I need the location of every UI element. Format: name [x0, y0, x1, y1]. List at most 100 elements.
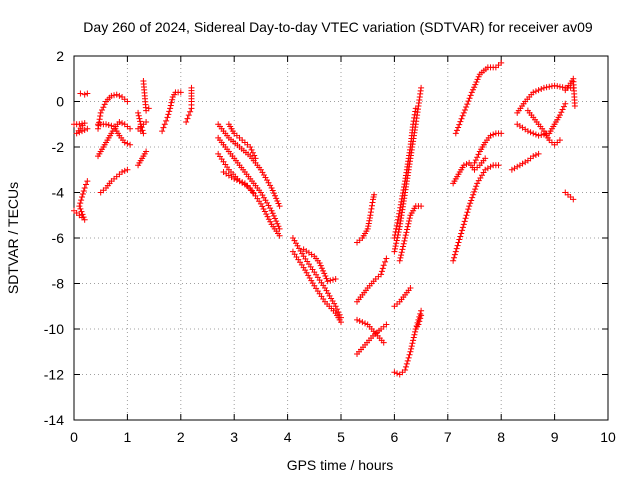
data-point	[116, 92, 123, 99]
data-point	[468, 197, 475, 204]
data-point	[124, 140, 131, 147]
data-point	[490, 131, 497, 138]
data-point	[411, 114, 418, 121]
data-point	[394, 216, 401, 223]
data-point	[453, 245, 460, 252]
data-point	[270, 190, 277, 197]
data-point	[393, 240, 400, 247]
data-point	[498, 130, 505, 137]
series-arc-04	[95, 91, 131, 132]
data-point	[460, 109, 467, 116]
chart-title: Day 260 of 2024, Sidereal Day-to-day VTE…	[83, 19, 593, 35]
data-point	[268, 184, 275, 191]
data-point	[464, 101, 471, 108]
data-point	[121, 167, 128, 174]
data-point	[467, 200, 474, 207]
data-point	[327, 277, 334, 284]
data-point	[498, 59, 505, 66]
data-point	[397, 254, 404, 261]
data-point	[187, 108, 194, 115]
data-point	[316, 260, 323, 267]
data-point	[562, 100, 569, 107]
series-arc-12	[183, 84, 195, 125]
data-point	[463, 212, 470, 219]
data-point	[73, 130, 80, 137]
data-point	[323, 275, 330, 282]
data-point	[404, 357, 411, 364]
data-point	[453, 127, 460, 134]
data-point	[471, 188, 478, 195]
data-point	[274, 197, 281, 204]
data-point	[456, 236, 463, 243]
data-point	[482, 155, 489, 162]
data-point	[468, 89, 475, 96]
series-arc-08	[135, 148, 150, 169]
data-point	[411, 111, 418, 118]
data-point	[138, 124, 145, 131]
data-point	[474, 154, 481, 161]
data-point	[84, 125, 91, 132]
data-point	[410, 337, 417, 344]
series-arc-06	[95, 121, 134, 148]
data-point	[335, 308, 342, 315]
data-point	[392, 243, 399, 250]
data-point	[418, 84, 425, 91]
x-tick-label: 5	[337, 429, 345, 445]
data-point	[401, 184, 408, 191]
y-tick-label: 2	[56, 48, 64, 64]
data-point	[396, 257, 403, 264]
x-tick-label: 0	[70, 429, 78, 445]
data-point	[393, 225, 400, 232]
data-point	[459, 112, 466, 119]
data-point	[367, 209, 374, 216]
data-point	[99, 107, 106, 114]
series-arc-11	[159, 89, 184, 135]
data-point	[469, 86, 476, 93]
y-tick-label: -6	[52, 230, 65, 246]
data-point	[530, 130, 537, 137]
data-point	[402, 363, 409, 370]
data-point	[321, 270, 328, 277]
data-point	[396, 210, 403, 217]
data-point	[460, 162, 467, 169]
data-point	[143, 148, 150, 155]
data-point	[391, 369, 398, 376]
data-point	[368, 202, 375, 209]
data-point	[455, 239, 462, 246]
series-arc-07	[97, 166, 131, 196]
data-point	[145, 105, 152, 112]
data-point	[247, 144, 254, 150]
data-point	[81, 91, 88, 98]
data-point	[81, 126, 88, 133]
data-point	[276, 203, 283, 210]
data-point	[113, 91, 120, 98]
data-point	[249, 149, 256, 156]
data-point	[371, 191, 378, 198]
data-point	[168, 99, 175, 106]
data-point	[401, 181, 408, 188]
data-point	[463, 104, 470, 111]
data-point	[366, 214, 373, 221]
series-arc-09	[135, 109, 150, 137]
data-point	[535, 150, 542, 157]
series-arc-01	[71, 178, 91, 223]
data-point	[396, 207, 403, 214]
x-axis-label: GPS time / hours	[287, 457, 394, 473]
data-point	[332, 303, 339, 310]
data-point	[556, 83, 563, 90]
data-point	[273, 195, 280, 202]
data-point	[398, 198, 405, 205]
data-point	[391, 248, 398, 255]
data-point	[532, 88, 539, 95]
data-point	[276, 232, 283, 239]
series-arc-26	[391, 105, 419, 241]
data-point	[391, 231, 398, 238]
series-arc-17	[225, 121, 259, 162]
data-point	[183, 118, 190, 125]
data-point	[560, 103, 567, 110]
data-point	[400, 240, 407, 247]
x-tick-label: 2	[177, 429, 185, 445]
data-point	[81, 216, 88, 223]
data-point	[402, 232, 409, 239]
data-point	[519, 160, 526, 167]
